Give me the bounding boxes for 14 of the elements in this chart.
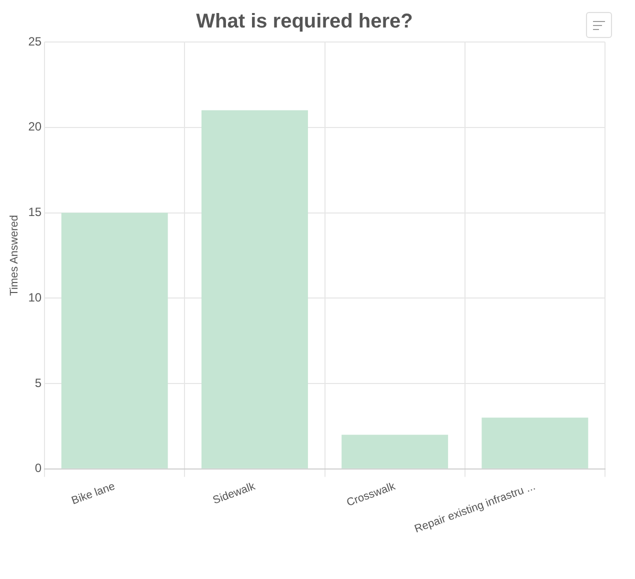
y-tick-label: 20 — [28, 120, 42, 134]
bar — [61, 212, 168, 468]
x-tick-label: Bike lane — [70, 480, 117, 508]
y-axis-title: Times Answered — [8, 214, 21, 296]
y-tick-label: 25 — [28, 34, 42, 48]
bar — [342, 434, 448, 468]
bar — [482, 418, 588, 468]
y-tick-label: 15 — [28, 205, 42, 220]
bar — [201, 110, 308, 468]
y-tick-label: 0 — [34, 461, 42, 476]
y-tick-label: 5 — [34, 376, 42, 390]
chart-title: What is required here? — [196, 10, 413, 33]
y-tick-label: 10 — [28, 290, 42, 304]
x-tick-label: Repair existing infrastru ... — [413, 480, 538, 536]
